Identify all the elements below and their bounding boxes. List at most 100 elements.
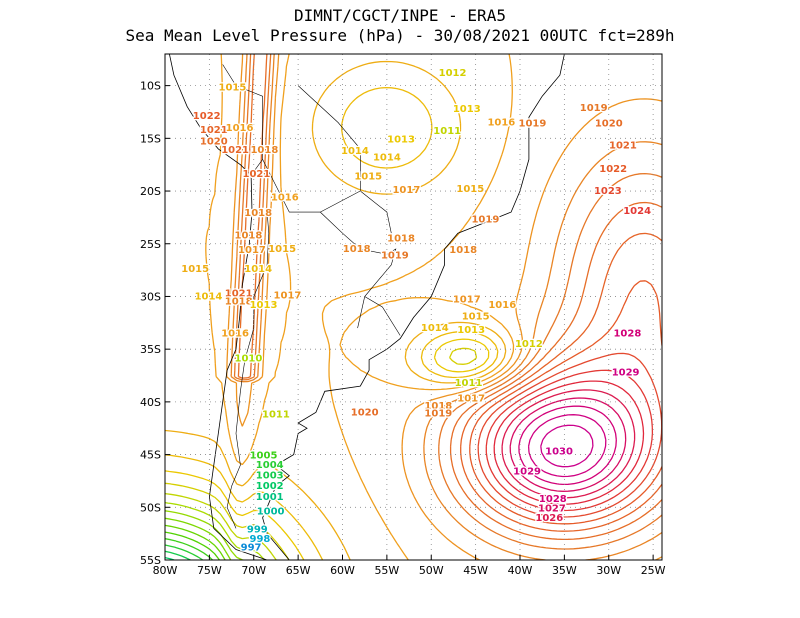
map-frame <box>164 53 663 561</box>
country-border <box>222 64 263 176</box>
isobar-1015 <box>165 60 507 560</box>
country-border <box>360 190 392 234</box>
isobar-label: 1014 <box>341 146 369 157</box>
isobar-label: 1010 <box>235 354 263 365</box>
isobar-label: 1014 <box>195 291 223 302</box>
isobar-1008 <box>165 517 232 560</box>
isobar-label: 1011 <box>455 378 483 389</box>
isobar-1026 <box>501 389 636 499</box>
isobar-label: 1019 <box>580 103 608 114</box>
lat-tick-label: 15S <box>140 132 161 145</box>
lon-tick-label: 30W <box>596 564 621 577</box>
isobar-label: 1018 <box>343 244 371 255</box>
isobar-label: 1005 <box>250 451 278 462</box>
isobar-label: 1024 <box>623 206 651 217</box>
lon-tick-label: 70W <box>241 564 266 577</box>
isobar-label: 1028 <box>539 494 567 505</box>
isobar-label: 1018 <box>424 401 452 412</box>
isobar-label: 1020 <box>200 136 228 147</box>
isobar-label: 1021 <box>242 169 270 180</box>
isobar-label: 1023 <box>594 186 622 197</box>
isobar-label: 1015 <box>219 83 247 94</box>
isobar-label: 1013 <box>453 104 481 115</box>
isobar-label: 1017 <box>238 245 266 256</box>
isobar-label: 1028 <box>613 328 641 339</box>
isobar-label: 1021 <box>225 288 253 299</box>
lat-tick-label: 45S <box>140 449 161 462</box>
lat-tick-label: 50S <box>140 501 161 514</box>
lat-tick-label: 10S <box>140 80 161 93</box>
isobar-label: 1017 <box>453 295 481 306</box>
isobar-label: 1015 <box>181 264 209 275</box>
isobar-1028 <box>518 405 617 486</box>
isobar-1017 <box>226 54 662 560</box>
lon-tick-label: 55W <box>374 564 399 577</box>
lon-tick-label: 40W <box>508 564 533 577</box>
isobar-label: 1022 <box>599 164 627 175</box>
lat-tick-label: 20S <box>140 185 161 198</box>
isobar-label: 1000 <box>257 507 285 518</box>
isobar-1027 <box>509 397 627 492</box>
isobar-label: 1019 <box>519 119 547 130</box>
lat-tick-label: 30S <box>140 290 161 303</box>
isobar-label: 1015 <box>462 311 490 322</box>
lat-tick-label: 40S <box>140 396 161 409</box>
isobar-label: 1021 <box>221 145 249 156</box>
isobar-label: 1013 <box>387 134 415 145</box>
map-title-line-1: DIMNT/CGCT/INPE - ERA5 <box>294 6 506 25</box>
isobar-label: 1014 <box>373 152 401 163</box>
isobar-label: 1016 <box>487 118 515 129</box>
isobar-1019 <box>233 54 662 550</box>
isobar-label: 1002 <box>256 481 284 492</box>
lon-tick-label: 60W <box>330 564 355 577</box>
isobar-1016 <box>205 54 515 560</box>
isobar-label: 1015 <box>354 171 382 182</box>
country-border <box>226 212 270 529</box>
isobar-label: 1021 <box>609 141 637 152</box>
lon-tick-label: 50W <box>419 564 444 577</box>
isobar-1024 <box>485 369 654 512</box>
lon-tick-label: 25W <box>641 564 666 577</box>
lon-tick-label: 45W <box>463 564 488 577</box>
country-border <box>320 211 397 329</box>
isobar-label: 1026 <box>535 513 563 524</box>
isobar-label: 999 <box>247 524 268 535</box>
isobar-1005 <box>165 538 213 560</box>
isobar-label: 1020 <box>595 119 623 130</box>
isobar-label: 1017 <box>457 394 485 405</box>
isobar-label: 1019 <box>471 215 499 226</box>
isobar-label: 1013 <box>457 325 485 336</box>
isobar-1013 <box>165 338 490 560</box>
lon-tick-label: 80W <box>153 564 178 577</box>
isobar-label: 998 <box>250 534 271 545</box>
isobar-label: 1017 <box>274 290 302 301</box>
isobar-label: 1012 <box>439 68 467 79</box>
isobar-label: 1018 <box>387 233 415 244</box>
country-border <box>364 296 401 336</box>
isobar-label: 1019 <box>424 408 452 419</box>
isobar-label: 1018 <box>235 230 263 241</box>
isobar-1011 <box>165 492 277 560</box>
isobar-label: 1016 <box>488 300 516 311</box>
isobar-label: 1029 <box>612 367 640 378</box>
isobar-label: 1018 <box>225 297 253 308</box>
longitude-axis: 80W 75W 70W 65W 60W 55W 50W 45W 40W 35W 30W 25W <box>153 555 666 577</box>
isobar-label: 1011 <box>262 410 290 421</box>
isobar-label: 1027 <box>538 503 566 514</box>
map-title-line-2: Sea Mean Level Pressure (hPa) - 30/08/20… <box>125 26 675 45</box>
lat-tick-label: 55S <box>140 554 161 567</box>
isobar-label: 1013 <box>250 300 278 311</box>
lat-tick-label: 35S <box>140 343 161 356</box>
isobar-label: 1011 <box>433 126 461 137</box>
isobar-label: 1004 <box>256 460 284 471</box>
coastline <box>169 54 565 560</box>
lat-tick-label: 25S <box>140 238 161 251</box>
isobar-label: 1022 <box>193 111 221 122</box>
isobar-1007 <box>165 524 226 560</box>
isobar-label: 997 <box>241 542 262 553</box>
isobar-label: 1014 <box>244 264 272 275</box>
isobar-label: 1018 <box>449 245 477 256</box>
isobar-label: 1015 <box>268 244 296 255</box>
